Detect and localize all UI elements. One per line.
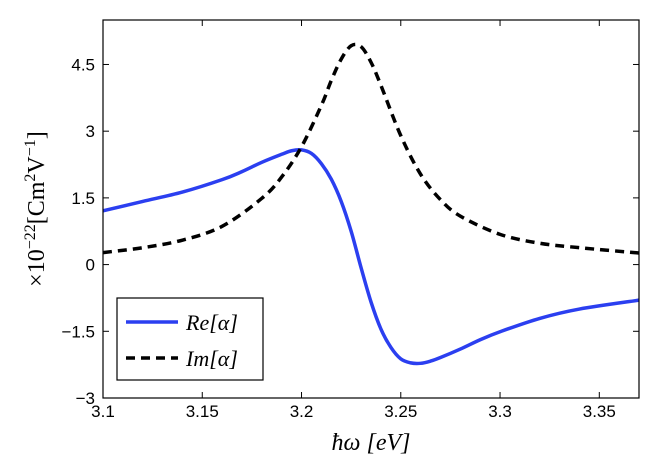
- y-axis-label: ×10−22[Cm2V−1]: [22, 131, 50, 287]
- y-label-unit-exp1: 2: [22, 174, 39, 182]
- legend-box: [116, 297, 264, 381]
- y-label-exponent: −22: [22, 224, 39, 249]
- y-label-unit-main: [Cm: [24, 181, 50, 224]
- series-line-re: [102, 147, 640, 366]
- x-tick-label: 3.35: [583, 402, 616, 421]
- y-tick-label: −1.5: [61, 322, 95, 341]
- legend-label-re: Re[α]: [185, 310, 238, 335]
- y-tick-label: 1.5: [71, 189, 95, 208]
- x-tick-label: 3.15: [186, 402, 219, 421]
- axes-frame: [102, 19, 640, 399]
- tick-labels: 3.1 3.15 3.2 3.25 3.3 3.35 −3 −1.5 0 1.5 3 4.5: [61, 55, 615, 421]
- curves: [102, 42, 640, 366]
- y-tick-label: 0: [86, 256, 95, 275]
- legend: Re[α] Im[α]: [116, 297, 264, 381]
- y-tick-label: −3: [76, 389, 95, 408]
- x-tick-label: 3.1: [91, 402, 115, 421]
- x-tick-label: 3.2: [290, 402, 314, 421]
- ticks: [102, 20, 639, 399]
- y-tick-label: 4.5: [71, 55, 95, 74]
- x-axis-label: ħω [eV]: [332, 430, 411, 456]
- x-tick-label: 3.25: [384, 402, 417, 421]
- y-tick-label: 3: [86, 122, 95, 141]
- x-tick-label: 3.3: [488, 402, 512, 421]
- legend-label-im: Im[α]: [185, 346, 238, 371]
- y-label-unit-end: ]: [24, 131, 50, 139]
- svg-text:×10−22[Cm2V−1]: ×10−22[Cm2V−1]: [22, 131, 50, 287]
- y-label-unit-exp2: −1: [22, 139, 39, 156]
- y-label-unit-mid: V: [24, 156, 50, 174]
- y-label-prefix: ×10: [24, 249, 50, 287]
